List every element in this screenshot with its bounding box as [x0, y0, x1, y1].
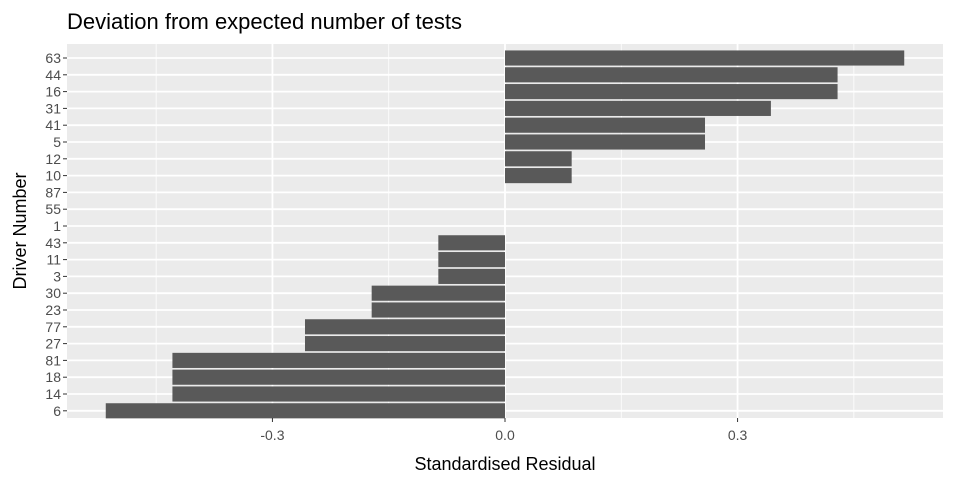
bar-6 — [105, 403, 506, 419]
x-tick-label: 0.3 — [728, 427, 748, 443]
bar-43 — [438, 235, 505, 251]
y-tick-label-27: 27 — [45, 336, 61, 352]
bar-81 — [172, 352, 505, 368]
bars — [105, 50, 905, 419]
bar-23 — [371, 302, 505, 318]
bar-10 — [505, 168, 572, 184]
y-tick-label-6: 6 — [53, 403, 61, 419]
bar-5 — [505, 134, 706, 150]
bar-27 — [304, 336, 505, 352]
bar-77 — [304, 319, 505, 335]
bar-63 — [505, 50, 905, 66]
y-tick-label-43: 43 — [45, 235, 61, 251]
y-tick-label-5: 5 — [53, 134, 61, 150]
y-tick-label-3: 3 — [53, 268, 61, 284]
bar-14 — [172, 386, 505, 402]
bar-12 — [505, 151, 572, 167]
bar-11 — [438, 252, 505, 268]
bar-41 — [505, 117, 706, 133]
bar-18 — [172, 369, 505, 385]
bar-30 — [371, 285, 505, 301]
y-axis-title: Driver Number — [10, 172, 30, 289]
y-tick-label-18: 18 — [45, 369, 61, 385]
chart-title: Deviation from expected number of tests — [67, 9, 462, 34]
y-tick-label-12: 12 — [45, 151, 61, 167]
x-tick-label: -0.3 — [260, 427, 284, 443]
y-tick-label-87: 87 — [45, 184, 61, 200]
bar-31 — [505, 100, 771, 116]
y-tick-label-63: 63 — [45, 50, 61, 66]
y-tick-label-11: 11 — [46, 252, 61, 268]
y-tick-label-55: 55 — [45, 201, 61, 217]
bar-3 — [438, 268, 505, 284]
y-tick-label-14: 14 — [45, 386, 61, 402]
y-tick-label-1: 1 — [53, 218, 61, 234]
y-tick-label-30: 30 — [45, 285, 61, 301]
y-tick-label-23: 23 — [45, 302, 61, 318]
x-tick-labels: -0.3 0.0 0.3 — [260, 418, 748, 443]
y-tick-label-44: 44 — [45, 67, 61, 83]
bar-16 — [505, 84, 838, 100]
x-tick-label: 0.0 — [495, 427, 515, 443]
y-tick-label-81: 81 — [45, 352, 61, 368]
y-tick-label-41: 41 — [45, 117, 61, 133]
y-tick-label-77: 77 — [45, 319, 61, 335]
bar-44 — [505, 67, 838, 83]
y-tick-label-31: 31 — [45, 100, 61, 116]
x-axis-title: Standardised Residual — [414, 454, 595, 474]
y-tick-label-16: 16 — [45, 84, 61, 100]
y-tick-label-10: 10 — [45, 168, 61, 184]
